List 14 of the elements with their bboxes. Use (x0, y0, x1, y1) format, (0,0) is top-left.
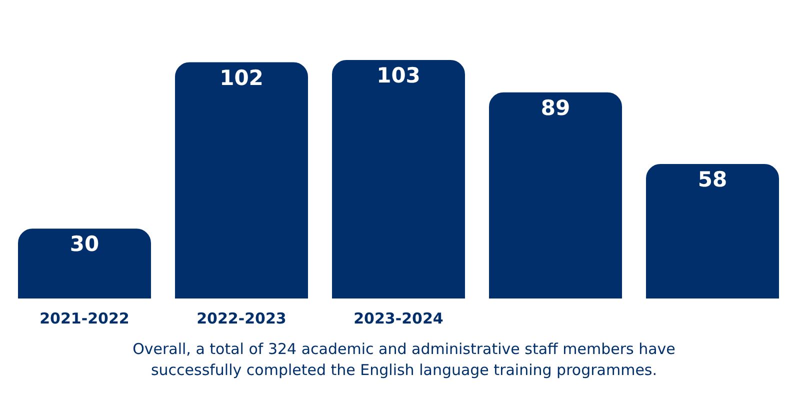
data-label: 102 (220, 66, 264, 90)
x-tick-label: 2023-2024 (354, 310, 444, 328)
data-label: 58 (698, 167, 728, 192)
bar (646, 164, 779, 298)
x-tick-label: 2021-2022 (40, 310, 130, 328)
data-label: 89 (540, 96, 570, 120)
bar (489, 92, 622, 298)
bar (175, 62, 308, 298)
bar (18, 228, 151, 298)
x-tick-label: 2022-2023 (196, 310, 286, 328)
bar (332, 60, 465, 298)
data-label: 30 (70, 232, 100, 256)
text: Overall, a total of 324 academic and administrative staff members have successfully completed the English language training programmes. (132, 339, 676, 381)
data-label: 103 (376, 64, 420, 88)
